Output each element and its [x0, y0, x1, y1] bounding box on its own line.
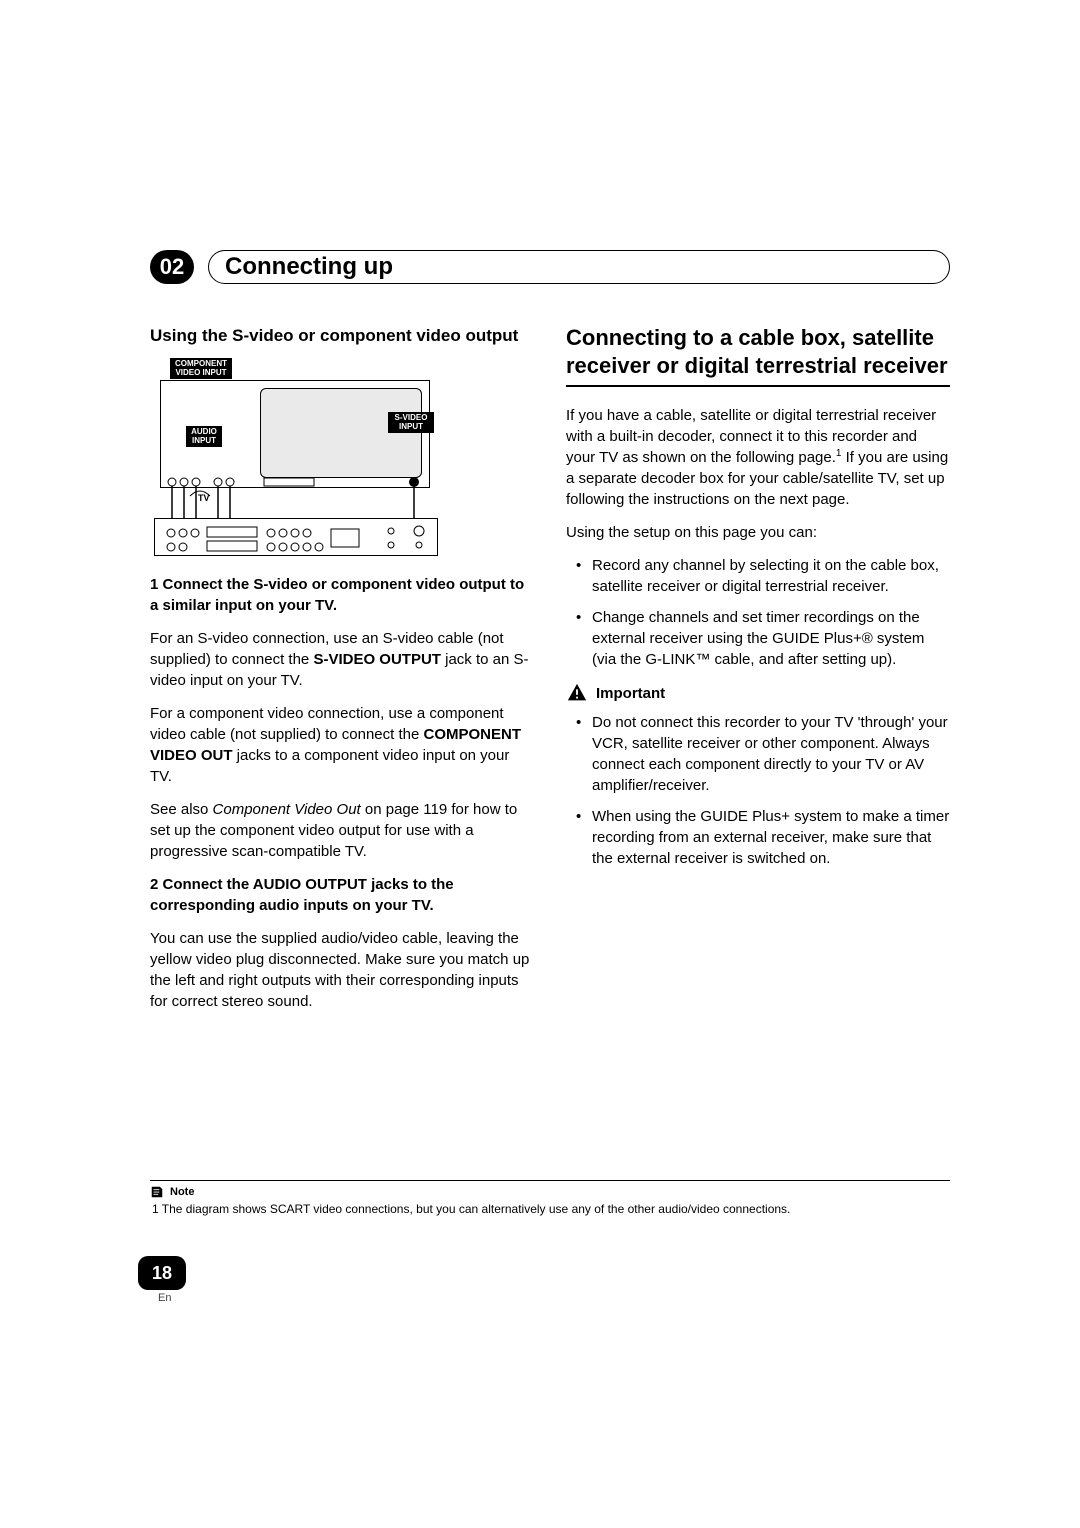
chapter-number-badge: 02 [150, 250, 194, 284]
note-text: 1 The diagram shows SCART video connecti… [150, 1201, 950, 1217]
heading-underline [566, 385, 950, 387]
step1-p1b: S-VIDEO OUTPUT [313, 651, 441, 668]
important-heading: Important [566, 682, 950, 704]
list-item: When using the GUIDE Plus+ system to mak… [580, 806, 950, 869]
warning-icon [566, 682, 588, 704]
connection-diagram: COMPONENTVIDEO INPUT AUDIOINPUT S-VIDEOI… [150, 358, 440, 558]
diagram-label-component: COMPONENTVIDEO INPUT [170, 358, 232, 380]
diagram-label-svideo: S-VIDEOINPUT [388, 412, 434, 434]
note-section: Note 1 The diagram shows SCART video con… [150, 1180, 950, 1217]
diagram-label-audio: AUDIOINPUT [186, 426, 222, 448]
section-heading-svideo: Using the S-video or component video out… [150, 324, 534, 348]
note-label: Note [170, 1186, 194, 1198]
step1-para2: For a component video connection, use a … [150, 703, 534, 787]
step1-p3a: See also [150, 801, 213, 818]
step1-para1: For an S-video connection, use an S-vide… [150, 628, 534, 691]
step1-para3: See also Component Video Out on page 119… [150, 799, 534, 862]
diagram-recorder-ports [155, 519, 439, 557]
diagram-cables [160, 486, 430, 522]
list-item: Record any channel by selecting it on th… [580, 555, 950, 597]
list-item: Do not connect this recorder to your TV … [580, 712, 950, 796]
section-heading-cablebox: Connecting to a cable box, satellite rec… [566, 324, 950, 379]
right-p1: If you have a cable, satellite or digita… [566, 405, 950, 510]
right-column: Connecting to a cable box, satellite rec… [566, 324, 950, 1024]
right-p2: Using the setup on this page you can: [566, 522, 950, 543]
diagram-recorder [154, 518, 438, 556]
note-icon [150, 1185, 164, 1199]
page-language: En [158, 1292, 171, 1304]
step2-para1: You can use the supplied audio/video cab… [150, 928, 534, 1012]
step2-title: 2 Connect the AUDIO OUTPUT jacks to the … [150, 874, 534, 916]
step1-p3b: Component Video Out [213, 801, 361, 818]
list-item: Change channels and set timer recordings… [580, 607, 950, 670]
left-column: Using the S-video or component video out… [150, 324, 534, 1024]
page-number-badge: 18 [138, 1256, 186, 1290]
bullet-list-1: Record any channel by selecting it on th… [566, 555, 950, 670]
chapter-title: Connecting up [208, 250, 950, 284]
bullet-list-2: Do not connect this recorder to your TV … [566, 712, 950, 869]
important-label: Important [596, 683, 665, 704]
step1-title: 1 Connect the S-video or component video… [150, 574, 534, 616]
chapter-header: 02 Connecting up [150, 250, 950, 284]
